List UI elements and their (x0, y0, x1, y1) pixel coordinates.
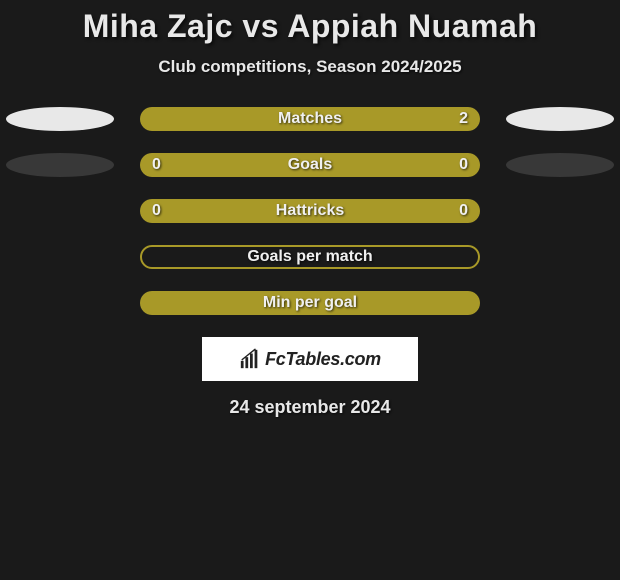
oval-indicator (506, 107, 614, 131)
stat-row: Goals per match (0, 245, 620, 269)
right-indicator (500, 153, 620, 177)
chart-icon (239, 348, 261, 370)
stat-label: Hattricks (276, 202, 344, 220)
stat-bar: Goals 0 0 (140, 153, 480, 177)
stat-label: Goals (288, 156, 332, 174)
left-indicator (0, 153, 120, 177)
stat-label: Matches (278, 110, 342, 128)
stat-label: Min per goal (263, 294, 357, 312)
stats-rows: Matches 2 Goals 0 0 Hattricks 0 0 Goals per matc… (0, 107, 620, 315)
watermark[interactable]: FcTables.com (202, 337, 418, 381)
subtitle: Club competitions, Season 2024/2025 (0, 57, 620, 77)
watermark-text: FcTables.com (265, 349, 381, 370)
stat-row: Min per goal (0, 291, 620, 315)
stat-row: Matches 2 (0, 107, 620, 131)
left-indicator (0, 107, 120, 131)
stat-value-right: 2 (459, 110, 468, 128)
date-label: 24 september 2024 (0, 397, 620, 418)
page-title: Miha Zajc vs Appiah Nuamah (0, 8, 620, 45)
oval-indicator (6, 107, 114, 131)
oval-indicator (506, 153, 614, 177)
stat-value-left: 0 (152, 156, 161, 174)
stat-bar: Min per goal (140, 291, 480, 315)
stat-value-right: 0 (459, 156, 468, 174)
stat-bar: Goals per match (140, 245, 480, 269)
stat-value-left: 0 (152, 202, 161, 220)
stat-bar: Hattricks 0 0 (140, 199, 480, 223)
right-indicator (500, 107, 620, 131)
stat-label: Goals per match (247, 248, 372, 266)
stat-value-right: 0 (459, 202, 468, 220)
stat-bar: Matches 2 (140, 107, 480, 131)
oval-indicator (6, 153, 114, 177)
stat-row: Hattricks 0 0 (0, 199, 620, 223)
stat-row: Goals 0 0 (0, 153, 620, 177)
